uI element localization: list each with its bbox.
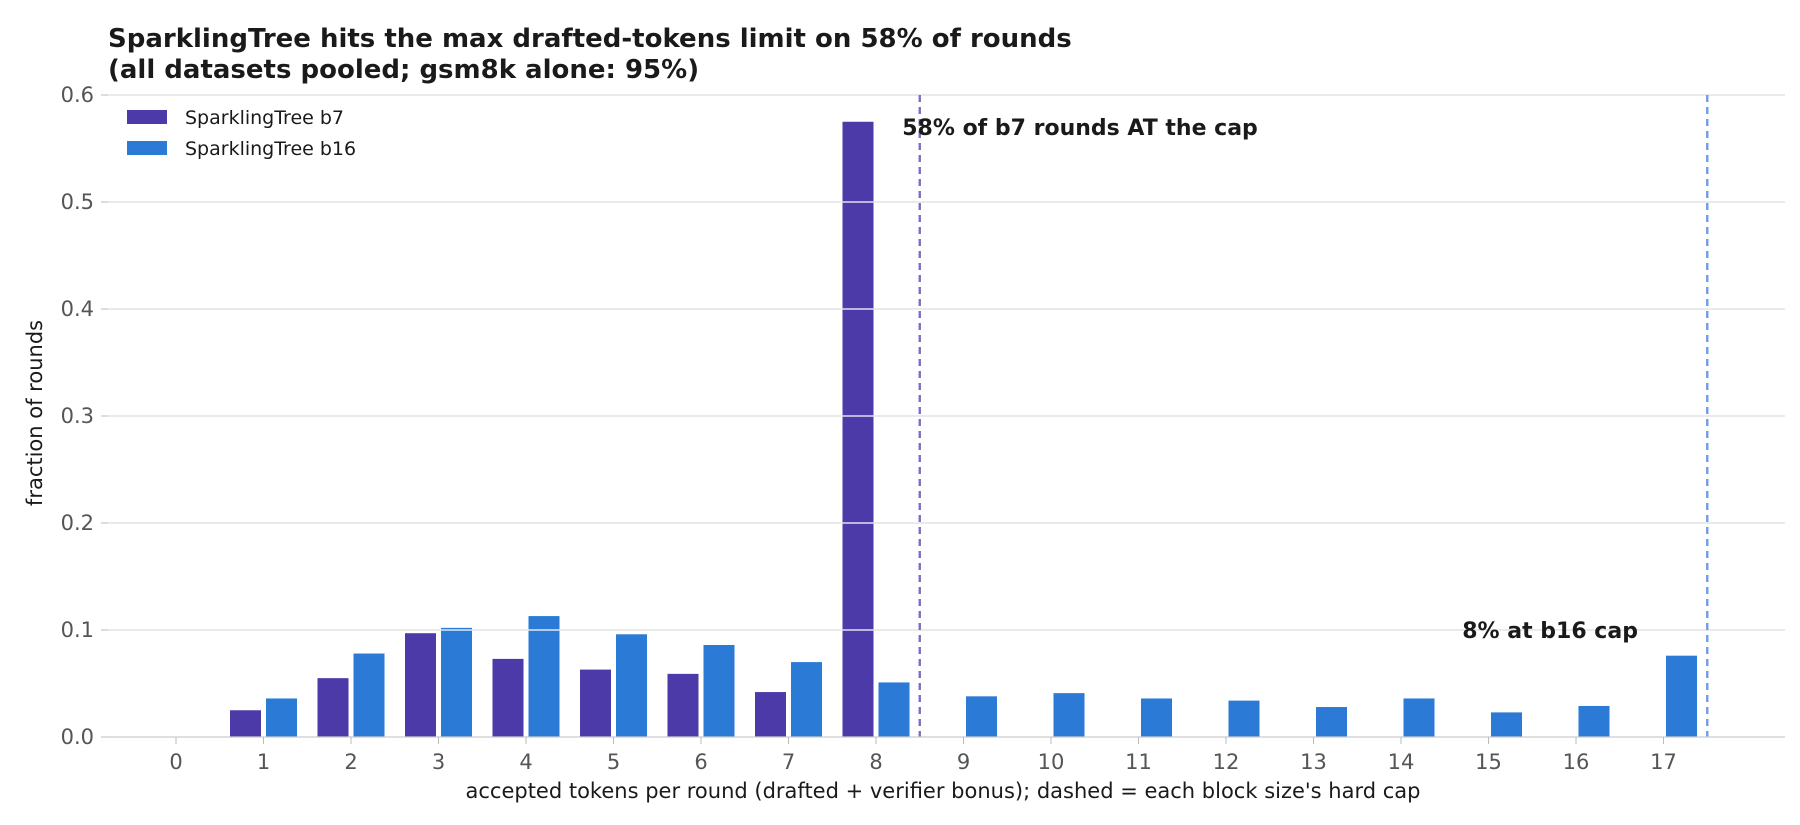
legend: SparklingTree b7 SparklingTree b16 [127, 107, 356, 160]
legend-swatch-b7 [127, 110, 167, 124]
bar-b16 [266, 698, 297, 737]
gridlines [108, 94, 1785, 631]
x-tick-label: 7 [782, 750, 795, 774]
x-tick-label: 1 [257, 750, 270, 774]
x-ticks: 0 1 2 3 4 5 6 7 8 9 10 11 12 13 14 15 16 17 [169, 737, 1677, 774]
x-tick-label: 13 [1300, 750, 1327, 774]
bar-b16 [1403, 698, 1435, 737]
bar-b16 [353, 653, 385, 737]
x-tick-label: 12 [1213, 750, 1240, 774]
y-ticks: 0.0 0.1 0.2 0.3 0.4 0.5 0.6 [61, 83, 108, 749]
annotation-b7-cap: 58% of b7 rounds AT the cap [902, 116, 1258, 141]
bar-b16 [966, 696, 997, 737]
bar-b16 [1228, 700, 1260, 737]
bars [230, 121, 1697, 737]
bar-b7 [842, 121, 874, 737]
bar-b16 [441, 627, 472, 737]
x-tick-label: 11 [1125, 750, 1152, 774]
y-tick-label: 0.0 [61, 725, 94, 749]
bar-b16 [878, 682, 910, 737]
y-tick-label: 0.1 [61, 618, 94, 642]
x-tick-label: 3 [432, 750, 445, 774]
legend-label-b7: SparklingTree b7 [185, 107, 344, 129]
bar-b16 [791, 662, 822, 737]
bar-b16 [616, 634, 647, 737]
x-tick-label: 5 [607, 750, 620, 774]
x-axis-label: accepted tokens per round (drafted + ver… [465, 779, 1420, 803]
bar-b7 [667, 673, 699, 737]
bar-b7 [492, 658, 524, 737]
bar-b16 [1666, 655, 1697, 737]
bar-b16 [528, 616, 560, 737]
bar-b16 [1053, 693, 1085, 737]
bar-b7 [317, 678, 349, 737]
legend-label-b16: SparklingTree b16 [185, 138, 356, 160]
x-tick-label: 6 [694, 750, 707, 774]
y-tick-label: 0.5 [61, 190, 94, 214]
x-tick-label: 9 [957, 750, 970, 774]
y-tick-label: 0.3 [61, 404, 94, 428]
y-tick-label: 0.4 [61, 297, 94, 321]
y-tick-label: 0.6 [61, 83, 94, 107]
bar-b7 [580, 669, 611, 737]
bar-b16 [1491, 712, 1522, 737]
bar-b7 [755, 692, 786, 737]
annotation-b16-cap: 8% at b16 cap [1462, 619, 1638, 644]
bar-b16 [1316, 707, 1347, 737]
x-tick-label: 17 [1650, 750, 1677, 774]
x-tick-label: 0 [169, 750, 182, 774]
bar-b16 [1578, 705, 1610, 737]
bar-b7 [405, 633, 436, 737]
bar-b16 [1141, 698, 1172, 737]
x-tick-label: 16 [1563, 750, 1590, 774]
y-axis-label: fraction of rounds [23, 320, 47, 506]
y-tick-label: 0.2 [61, 511, 94, 535]
x-tick-label: 8 [869, 750, 882, 774]
x-tick-label: 14 [1388, 750, 1415, 774]
x-tick-label: 2 [344, 750, 357, 774]
bar-b16 [703, 644, 735, 737]
x-tick-label: 10 [1038, 750, 1065, 774]
chart-title-line-2: (all datasets pooled; gsm8k alone: 95%) [108, 55, 699, 85]
x-tick-label: 15 [1475, 750, 1502, 774]
bar-b7 [230, 710, 261, 737]
x-tick-label: 4 [519, 750, 532, 774]
chart-title-line-1: SparklingTree hits the max drafted-token… [108, 24, 1072, 54]
legend-swatch-b16 [127, 141, 167, 155]
